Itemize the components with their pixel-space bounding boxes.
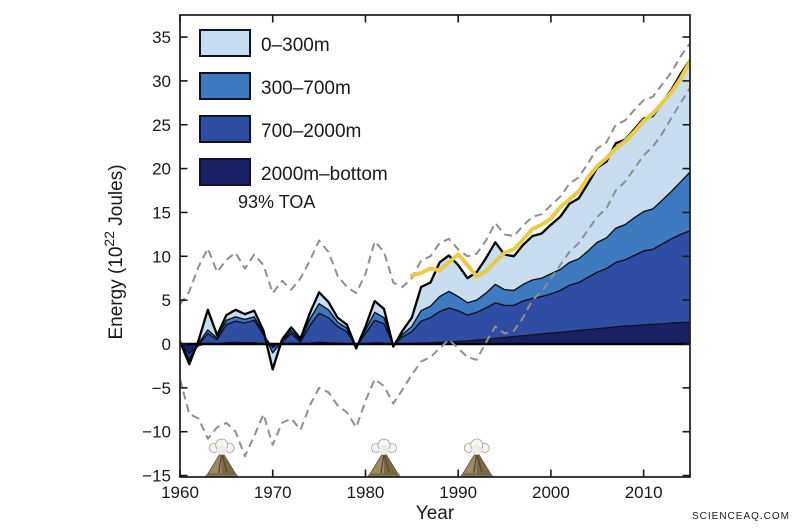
- y-tick-label: 5: [162, 291, 171, 310]
- y-tick-label: 25: [152, 116, 171, 135]
- y-tick-label: 20: [152, 160, 171, 179]
- y-tick-label: 35: [152, 28, 171, 47]
- y-tick-label: −15: [142, 467, 171, 486]
- y-axis-title-suffix: Joules): [106, 164, 127, 231]
- area-300-700m: [180, 172, 690, 362]
- uncertainty-lower-dashed-line: [180, 87, 690, 458]
- x-tick-label: 1970: [254, 483, 292, 502]
- volcano-markers: [204, 438, 495, 478]
- legend-item-2000m-bottom: 2000m–bottom: [199, 158, 388, 186]
- legend-swatch-0-300m: [199, 29, 251, 57]
- y-axis-title-prefix: Energy (10: [106, 247, 127, 340]
- x-axis-title: Year: [416, 503, 455, 524]
- y-tick-label: 30: [152, 72, 171, 91]
- y-tick-label: 0: [162, 335, 171, 354]
- legend-item-700-2000m: 700–2000m: [199, 115, 361, 143]
- total-ohc-line: [180, 59, 690, 371]
- axis-ticks: 1960 1970 1980 1990 2000 2010 −15 −10 −5 0 5 10 15 20…: [142, 15, 690, 502]
- legend-label-2000m-bottom: 2000m–bottom: [261, 164, 388, 185]
- legend-label-700-2000m: 700–2000m: [261, 121, 361, 142]
- x-tick-label: 2000: [532, 483, 570, 502]
- x-tick-label: 2010: [625, 483, 663, 502]
- legend-item-0-300m: 0–300m: [199, 29, 330, 57]
- x-tick-label: 1960: [161, 483, 199, 502]
- uncertainty-upper-dashed-line: [180, 42, 690, 306]
- volcano-eruption-marker: [459, 438, 495, 478]
- volcano-eruption-marker: [204, 438, 240, 478]
- legend: 0–300m 300–700m 700–2000m 2000m–bottom 9…: [199, 29, 388, 212]
- x-tick-label: 1980: [347, 483, 385, 502]
- y-axis-title-superscript: 22: [101, 231, 117, 247]
- area-0-300m: [180, 59, 690, 370]
- legend-swatch-700-2000m: [199, 115, 251, 143]
- legend-label-0-300m: 0–300m: [261, 35, 330, 56]
- data-lines: [180, 42, 690, 458]
- legend-swatch-2000m-bottom: [199, 158, 251, 186]
- toa-legend-label: 93% TOA: [238, 192, 315, 212]
- y-tick-label: 15: [152, 203, 171, 222]
- watermark: SCIENCEAQ.COM: [692, 511, 790, 522]
- y-tick-label: 10: [152, 247, 171, 266]
- volcano-eruption-marker: [366, 438, 402, 478]
- legend-swatch-300-700m: [199, 72, 251, 100]
- y-tick-label: −5: [152, 379, 171, 398]
- legend-label-300-700m: 300–700m: [261, 78, 351, 99]
- y-axis-title: Energy (1022 Joules): [101, 164, 127, 339]
- area-700-2000m: [180, 230, 690, 359]
- legend-item-300-700m: 300–700m: [199, 72, 351, 100]
- y-tick-label: −10: [142, 423, 171, 442]
- plot-frame: [179, 14, 691, 478]
- toa-93-percent-line: [409, 59, 690, 279]
- x-tick-label: 1990: [439, 483, 477, 502]
